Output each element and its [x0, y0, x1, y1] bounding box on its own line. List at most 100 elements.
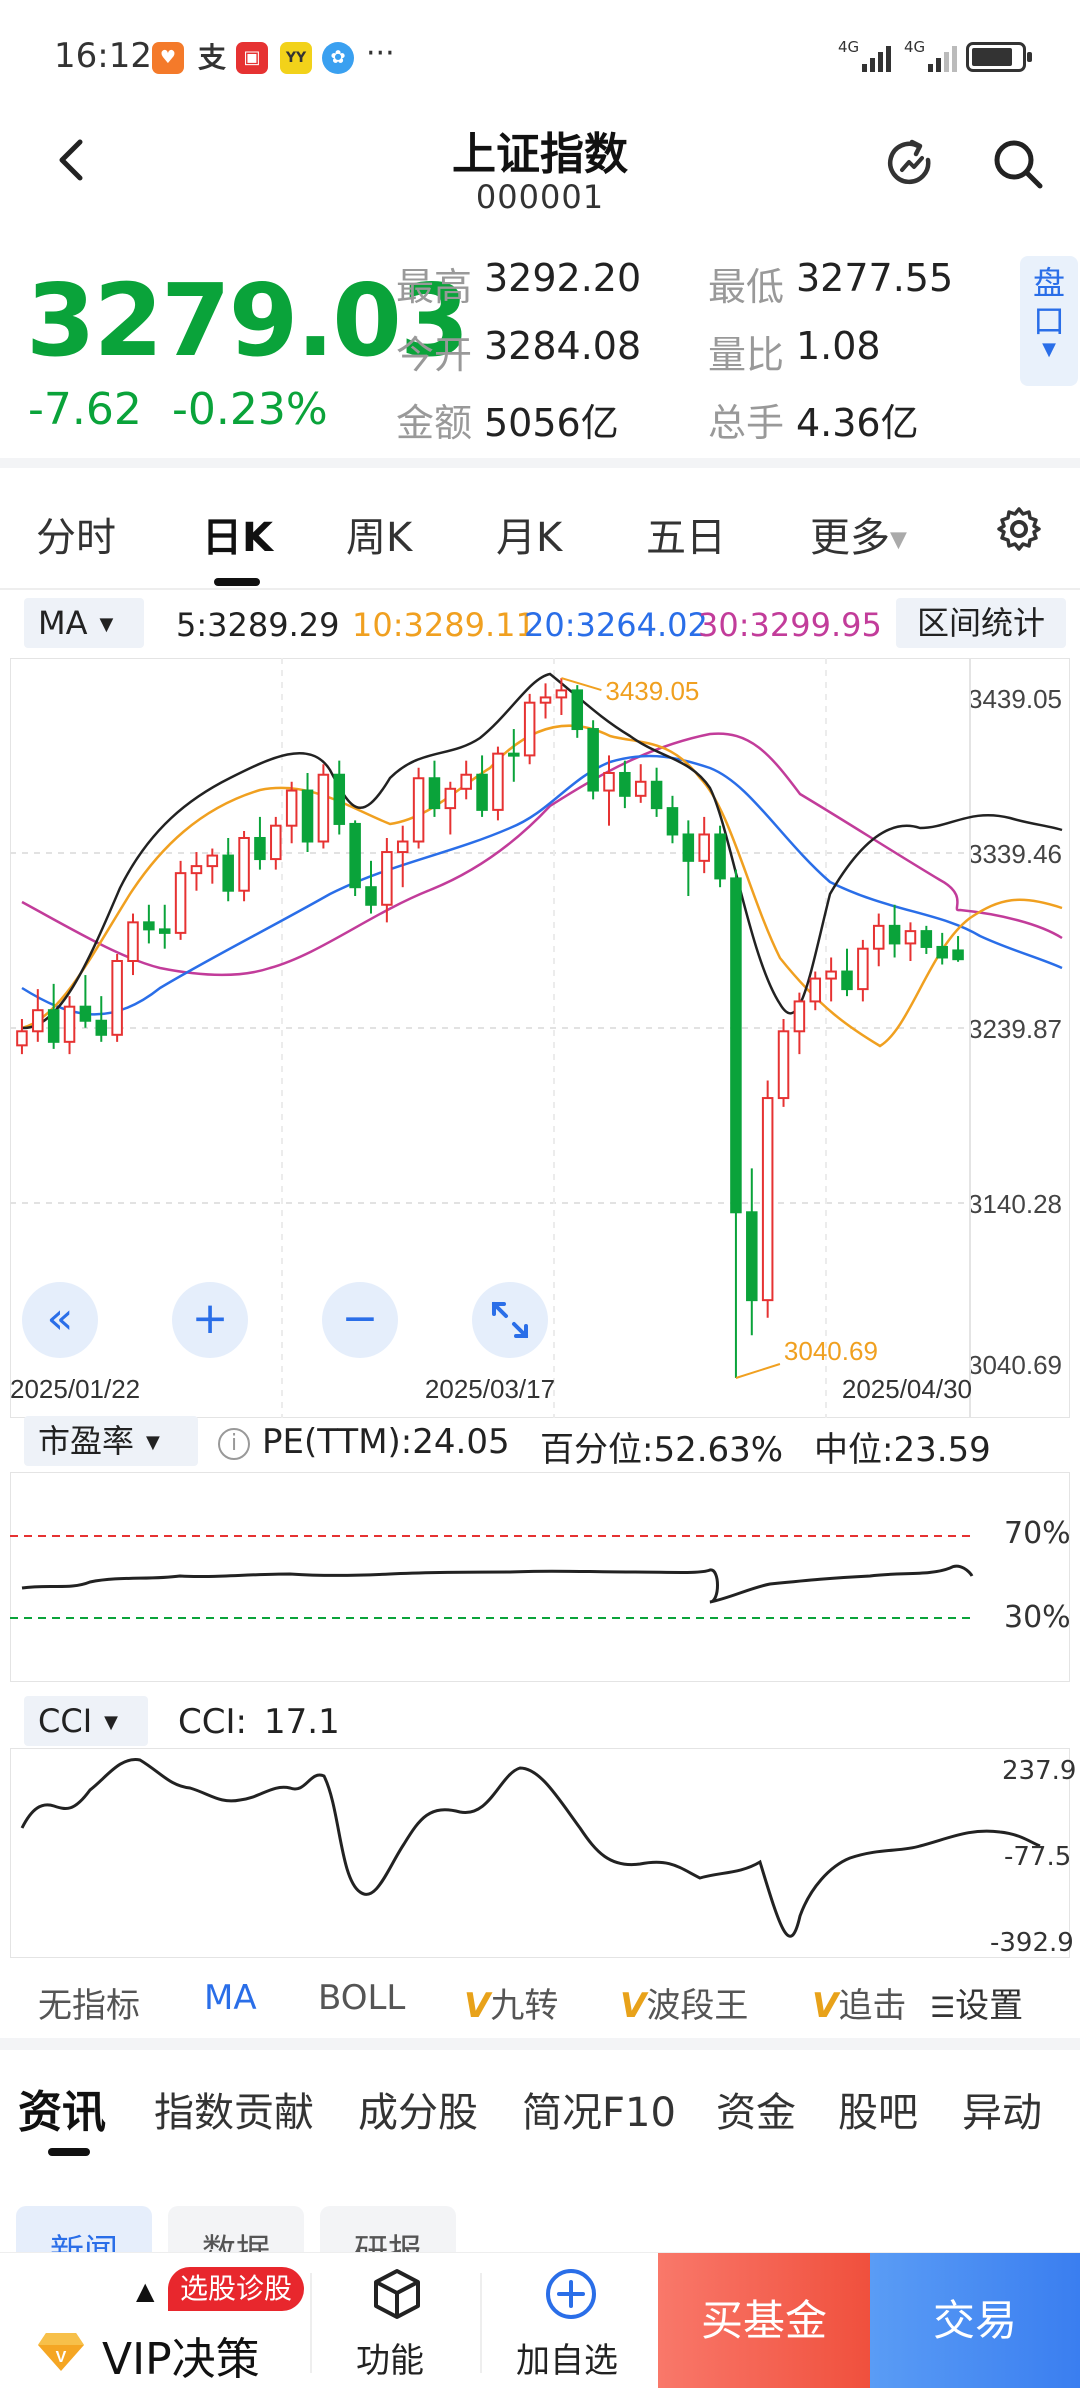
caret-up-icon: ▲	[136, 2277, 155, 2305]
tab-weekly-k[interactable]: 周K	[346, 515, 413, 561]
candle-body	[349, 822, 361, 889]
open-label: 今开	[396, 333, 473, 377]
signal-label-2: 4G	[904, 38, 926, 56]
zoom-in-button[interactable]: +	[172, 1282, 248, 1358]
candle	[158, 904, 171, 949]
news-tab-indicator	[48, 2148, 90, 2156]
settings-gear-icon[interactable]	[994, 504, 1044, 554]
vip-label: VIP决策	[102, 2334, 260, 2385]
status-bar: 16:12 ♥ 支 ▣ YY ✿ ··· 4G 4G	[0, 0, 1080, 118]
range-stats-button[interactable]: 区间统计	[896, 598, 1066, 648]
function-button[interactable]: 功能	[312, 2253, 480, 2388]
current-price: 3279.03	[26, 262, 469, 379]
candle-body	[95, 1019, 108, 1036]
vip-decision-button[interactable]: ▲ 选股诊股 V VIP决策	[0, 2253, 310, 2388]
news-tab-news[interactable]: 资讯	[18, 2087, 106, 2138]
yy-app-icon: YY	[280, 42, 312, 74]
trade-button[interactable]: 交易	[870, 2253, 1080, 2388]
candle	[777, 1018, 790, 1107]
ma20-value: 20:3264.02	[524, 606, 708, 644]
y-tick-label: 3339.46	[968, 839, 1062, 869]
candle-body	[47, 1009, 60, 1043]
candle	[809, 971, 822, 1011]
candle-body	[238, 836, 250, 892]
tab-daily-k[interactable]: 日K	[202, 515, 273, 561]
candle-body	[619, 771, 631, 797]
candle	[79, 975, 92, 1028]
signal-icon-2	[928, 42, 957, 72]
candle	[793, 992, 806, 1055]
candle	[476, 755, 488, 817]
candle-body	[904, 930, 917, 945]
indicator-jiuzhuan-label: 九转	[490, 1986, 559, 2026]
cube-icon	[370, 2267, 424, 2321]
candle	[698, 816, 710, 874]
fullscreen-button[interactable]	[472, 1282, 548, 1358]
x-tick-label: 2025/04/30	[842, 1374, 972, 1404]
news-tab-forum[interactable]: 股吧	[838, 2090, 918, 2136]
candle	[587, 720, 599, 800]
candle-body	[174, 872, 187, 934]
vip-v-icon: V	[812, 1986, 839, 2026]
back-arrow-icon[interactable]	[52, 130, 92, 190]
cci-value: 17.1	[264, 1702, 340, 1742]
candle-body	[666, 807, 679, 836]
add-watchlist-button[interactable]: 加自选	[482, 2253, 658, 2388]
cci-line	[20, 1758, 1041, 1938]
rewind-button[interactable]: «	[22, 1282, 98, 1358]
candle-body	[254, 836, 266, 861]
cci-value-label: CCI:	[178, 1702, 247, 1742]
page-title: 上证指数	[452, 129, 628, 180]
x-tick-label: 2025/03/17	[425, 1374, 555, 1404]
pe-selector[interactable]: 市盈率 ▼	[24, 1416, 198, 1466]
diamond-icon: V	[38, 2331, 84, 2371]
search-icon[interactable]	[990, 136, 1046, 192]
news-tab-f10[interactable]: 简况F10	[522, 2090, 676, 2136]
candle	[952, 936, 964, 962]
indicator-jiuzhuan[interactable]: V九转	[464, 1978, 558, 2027]
tab-monthly-k[interactable]: 月K	[496, 515, 563, 561]
add-circle-icon	[544, 2267, 598, 2321]
news-tab-funds[interactable]: 资金	[716, 2090, 796, 2136]
y-tick-label: 3439.05	[968, 684, 1062, 714]
app-notification-icon: ♥	[152, 42, 184, 74]
indicator-boll[interactable]: BOLL	[318, 1978, 406, 2018]
cci-selector[interactable]: CCI ▼	[24, 1696, 148, 1746]
tab-more[interactable]: 更多▼	[810, 505, 907, 563]
ma30-value: 30:3299.95	[698, 606, 882, 644]
zoom-out-button[interactable]: −	[322, 1282, 398, 1358]
indicator-settings[interactable]: ☰设置	[930, 1978, 1023, 2027]
pankou-button[interactable]: 盘口 ▼	[1020, 256, 1078, 386]
candle	[682, 820, 695, 896]
news-tab-alerts[interactable]: 异动	[962, 2090, 1042, 2136]
candle-body	[714, 833, 726, 880]
function-label: 功能	[356, 2341, 424, 2381]
tab-intraday[interactable]: 分时	[36, 515, 116, 561]
news-tab-contribution[interactable]: 指数贡献	[154, 2090, 314, 2136]
candle	[127, 913, 139, 976]
cci-tick-2: -77.5	[1004, 1842, 1072, 1872]
section-divider	[0, 2038, 1080, 2050]
candle	[254, 816, 266, 870]
candle	[508, 729, 520, 782]
indicator-ma[interactable]: MA	[204, 1978, 257, 2018]
indicator-settings-icon: ☰	[930, 1991, 956, 2024]
candle	[63, 996, 76, 1055]
bottom-bar: ▲ 选股诊股 V VIP决策 功能 加自选 买基金 交易	[0, 2252, 1080, 2388]
indicator-none[interactable]: 无指标	[38, 1986, 140, 2026]
candle-body	[952, 949, 964, 961]
refresh-icon[interactable]	[882, 136, 938, 192]
pe-ttm: PE(TTM):24.05	[262, 1422, 510, 1462]
tab-five-day[interactable]: 五日	[646, 515, 726, 561]
candle	[904, 922, 917, 961]
candle-body	[730, 877, 742, 1214]
candle-body	[32, 1009, 44, 1033]
info-icon[interactable]: i	[218, 1428, 250, 1460]
indicator-boduanwang[interactable]: V波段王	[620, 1978, 748, 2027]
candle-body	[79, 1005, 92, 1022]
candle	[761, 1080, 774, 1318]
buy-fund-button[interactable]: 买基金	[658, 2253, 870, 2388]
ma-selector[interactable]: MA ▼	[24, 598, 144, 648]
indicator-zhuiji[interactable]: V追击	[812, 1978, 906, 2027]
news-tab-components[interactable]: 成分股	[358, 2090, 478, 2136]
